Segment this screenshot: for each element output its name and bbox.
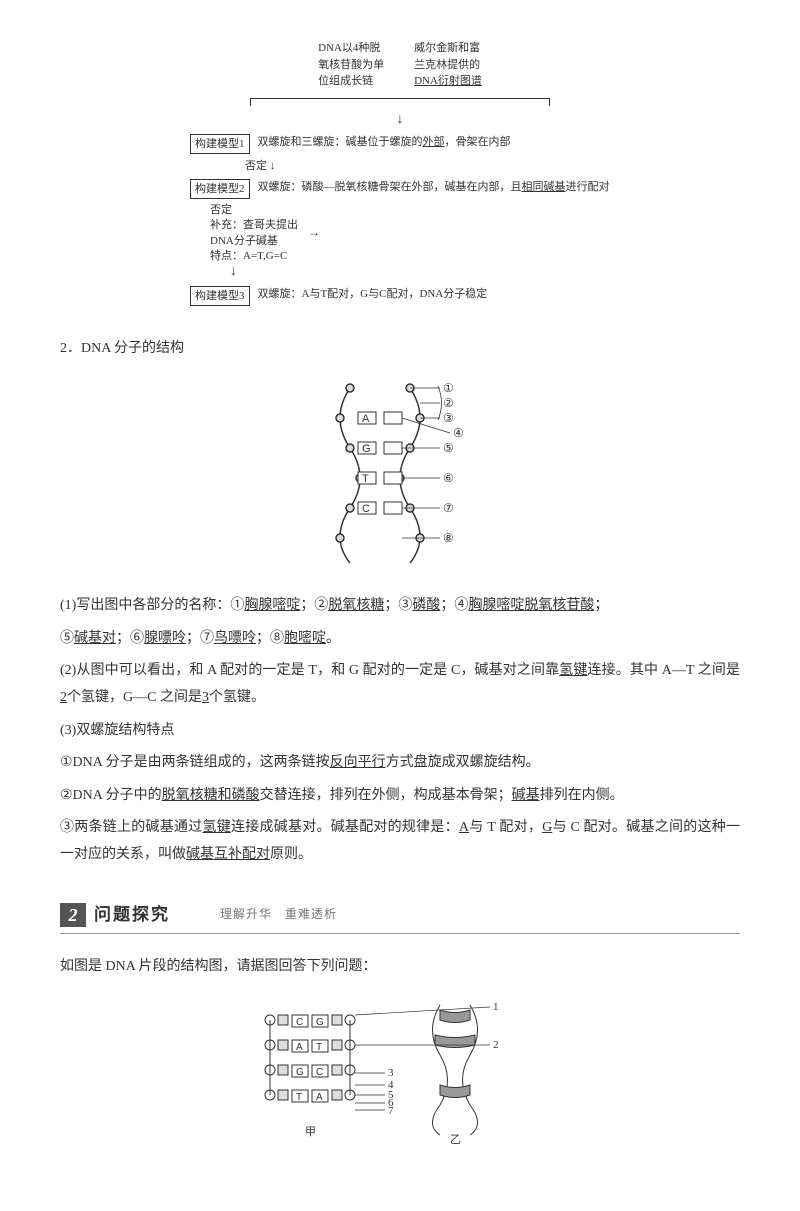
- svg-text:C: C: [296, 1017, 303, 1028]
- model-2-label: 构建模型2: [190, 179, 250, 200]
- dna-helix-diagram: A G T C ① ② ③ ④ ⑤ ⑥ ⑦ ⑧: [60, 378, 740, 579]
- svg-text:G: G: [362, 443, 371, 455]
- svg-text:③: ③: [443, 411, 454, 425]
- svg-text:⑦: ⑦: [443, 501, 454, 515]
- paragraph-1b: ⑤碱基对；⑥腺嘌呤；⑦鸟嘌呤；⑧胞嘧啶。: [60, 626, 740, 653]
- source-box-2: 威尔金斯和富 兰克林提供的 DNA衍射图谱: [414, 40, 482, 90]
- svg-text:乙: 乙: [450, 1133, 461, 1145]
- svg-text:⑥: ⑥: [443, 471, 454, 485]
- svg-text:7: 7: [388, 1105, 394, 1117]
- svg-text:T: T: [362, 473, 369, 485]
- section-2-title: 2．DNA 分子的结构: [60, 336, 740, 363]
- source-box-1: DNA以4种脱 氧核苷酸为单 位组成长链: [318, 40, 384, 90]
- svg-text:C: C: [316, 1067, 323, 1078]
- model-2-desc: 双螺旋：磷酸—脱氧核糖骨架在外部，碱基在内部，且相同碱基进行配对: [258, 179, 611, 196]
- svg-text:G: G: [316, 1017, 324, 1028]
- section-title: 问题探究: [94, 899, 170, 931]
- svg-text:⑤: ⑤: [443, 441, 454, 455]
- model-building-flowchart: DNA以4种脱 氧核苷酸为单 位组成长链 威尔金斯和富 兰克林提供的 DNA衍射…: [190, 40, 610, 306]
- svg-text:C: C: [362, 503, 370, 515]
- paragraph-5: ②DNA 分子中的脱氧核糖和磷酸交替连接，排列在外侧，构成基本骨架；碱基排列在内…: [60, 783, 740, 810]
- svg-text:甲: 甲: [305, 1126, 316, 1138]
- dna-fragment-svg: CG AT GC TA 1 2 3 4 5 6 7 甲 乙: [250, 995, 550, 1145]
- paragraph-2: (2)从图中可以看出，和 A 配对的一定是 T，和 G 配对的一定是 C，碱基对…: [60, 658, 740, 711]
- svg-text:1: 1: [493, 1001, 499, 1013]
- paragraph-6: ③两条链上的碱基通过氢键连接成碱基对。碱基配对的规律是：A与 T 配对，G与 C…: [60, 815, 740, 868]
- svg-text:④: ④: [453, 426, 464, 440]
- svg-text:2: 2: [493, 1039, 499, 1051]
- svg-text:①: ①: [443, 381, 454, 395]
- svg-text:A: A: [296, 1042, 303, 1053]
- paragraph-7: 如图是 DNA 片段的结构图，请据图回答下列问题：: [60, 954, 740, 981]
- svg-text:②: ②: [443, 396, 454, 410]
- model-1-label: 构建模型1: [190, 134, 250, 155]
- model-3-label: 构建模型3: [190, 286, 250, 307]
- svg-text:A: A: [316, 1092, 323, 1103]
- section-header: 2 问题探究 理解升华 重难透析: [60, 899, 740, 934]
- model-3-desc: 双螺旋：A与T配对，G与C配对，DNA分子稳定: [258, 286, 611, 303]
- model-1-desc: 双螺旋和三螺旋：碱基位于螺旋的外部，骨架在内部: [258, 134, 611, 151]
- dna-helix-svg: A G T C ① ② ③ ④ ⑤ ⑥ ⑦ ⑧: [310, 378, 490, 568]
- svg-text:G: G: [296, 1067, 304, 1078]
- svg-text:A: A: [362, 413, 370, 425]
- svg-text:⑧: ⑧: [443, 531, 454, 545]
- paragraph-4: ①DNA 分子是由两条链组成的，这两条链按反向平行方式盘旋成双螺旋结构。: [60, 750, 740, 777]
- section-subtitle: 理解升华 重难透析: [220, 903, 337, 926]
- paragraph-3: (3)双螺旋结构特点: [60, 718, 740, 745]
- svg-text:T: T: [296, 1092, 302, 1103]
- supplement-text: 否定 补充：查哥夫提出 DNA分子碱基 特点：A=T,G=C: [210, 203, 298, 265]
- paragraph-1: (1)写出图中各部分的名称：①胸腺嘧啶；②脱氧核糖；③磷酸；④胸腺嘧啶脱氧核苷酸…: [60, 593, 740, 620]
- svg-text:T: T: [316, 1042, 322, 1053]
- svg-text:3: 3: [388, 1067, 394, 1079]
- section-number: 2: [60, 903, 86, 927]
